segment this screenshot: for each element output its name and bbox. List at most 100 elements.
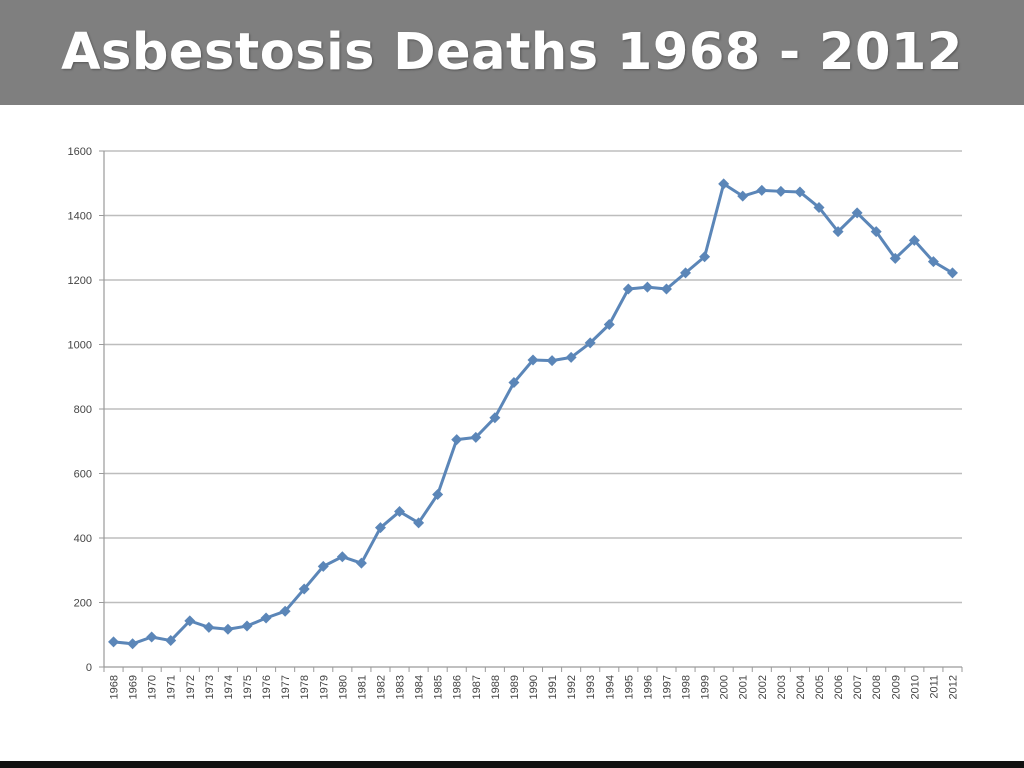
x-tick-label: 1993 [585, 675, 597, 699]
x-tick-label: 2007 [852, 675, 864, 699]
chart-svg: 0 200 400 600 800 1000 1200 1400 1600 1968 1969 197… [68, 146, 963, 699]
x-tick-label: 2003 [776, 675, 788, 699]
x-tick-label: 1992 [566, 675, 578, 699]
x-tick-label: 1991 [547, 675, 559, 699]
x-tick-label: 2005 [814, 675, 826, 699]
x-tick-label: 1999 [700, 675, 712, 699]
bottom-rule [0, 761, 1024, 768]
x-tick-label: 1968 [109, 675, 121, 699]
data-point-1976 [260, 612, 272, 624]
slide-title: Asbestosis Deaths 1968 - 2012 [61, 23, 963, 82]
x-tick-label: 1994 [604, 675, 616, 699]
x-tick-label: 1996 [642, 675, 654, 699]
y-tick-label: 400 [74, 533, 92, 545]
x-tick-label: 1998 [681, 675, 693, 699]
data-point-2003 [775, 185, 787, 197]
x-tick-label: 1995 [623, 675, 635, 699]
x-tick-label: 2002 [757, 675, 769, 699]
x-tick-label: 1972 [185, 675, 197, 699]
chart-canvas: 0 200 400 600 800 1000 1200 1400 1600 1968 1969 197… [0, 105, 1024, 761]
data-point-1986 [451, 434, 463, 446]
data-point-2007 [851, 207, 863, 219]
x-tick-label: 1978 [299, 675, 311, 699]
x-tick-label: 1974 [223, 675, 235, 699]
data-point-2009 [889, 252, 901, 264]
data-point-2011 [927, 256, 939, 268]
y-tick-label: 1600 [68, 146, 92, 158]
data-point-2006 [832, 226, 844, 238]
y-tick-label: 1000 [68, 340, 92, 352]
x-tick-label: 1988 [490, 675, 502, 699]
data-point-1984 [413, 517, 425, 529]
x-tick-label: 1979 [318, 675, 330, 699]
data-point-1969 [127, 638, 139, 650]
x-tick-label: 1970 [147, 675, 159, 699]
y-tick-label: 0 [86, 662, 92, 674]
x-tick-label: 1977 [280, 675, 292, 699]
x-tick-label: 2000 [719, 675, 731, 699]
data-point-1998 [680, 267, 692, 279]
data-point-1978 [298, 583, 310, 595]
x-tick-label: 1990 [528, 675, 540, 699]
data-point-2005 [813, 201, 825, 213]
y-tick-label: 1400 [68, 211, 92, 223]
data-point-2002 [756, 184, 768, 196]
x-tick-label: 1985 [433, 675, 445, 699]
data-point-2001 [737, 190, 749, 202]
x-tick-label: 1976 [261, 675, 273, 699]
x-tick-label: 1973 [204, 675, 216, 699]
x-tick-label: 1986 [452, 675, 464, 699]
x-tick-label: 1989 [509, 675, 521, 699]
data-point-1985 [432, 488, 444, 500]
x-tick-label: 2011 [928, 675, 940, 699]
data-point-1996 [641, 281, 653, 293]
data-point-1999 [699, 251, 711, 263]
data-point-1994 [603, 319, 615, 331]
series-line [113, 182, 954, 646]
data-point-1992 [565, 351, 577, 363]
x-tick-label: 2012 [947, 675, 959, 699]
data-point-1993 [584, 337, 596, 349]
data-point-2004 [794, 186, 806, 198]
x-tick-label: 2001 [738, 675, 750, 699]
data-point-1982 [374, 522, 386, 534]
data-point-1989 [508, 377, 520, 389]
data-point-1972 [184, 615, 196, 627]
x-tick-label: 1980 [337, 675, 349, 699]
data-point-1990 [527, 354, 539, 366]
x-tick-label: 2010 [909, 675, 921, 699]
x-tick-label: 2008 [871, 675, 883, 699]
y-tick-label: 1200 [68, 275, 92, 287]
x-tick-label: 2009 [890, 675, 902, 699]
data-point-1975 [241, 620, 253, 632]
data-point-1980 [336, 551, 348, 563]
x-tick-label: 1975 [242, 675, 254, 699]
data-point-1981 [355, 557, 367, 569]
data-point-1968 [108, 636, 120, 648]
title-bar: Asbestosis Deaths 1968 - 2012 [0, 0, 1024, 105]
data-point-2008 [870, 226, 882, 238]
x-tick-label: 1969 [128, 675, 140, 699]
x-tick-label: 2004 [795, 675, 807, 699]
y-tick-label: 600 [74, 469, 92, 481]
y-tick-label: 200 [74, 598, 92, 610]
data-point-1991 [546, 355, 558, 367]
x-tick-label: 1971 [166, 675, 178, 699]
data-point-2000 [718, 178, 730, 190]
data-point-1997 [660, 283, 672, 295]
data-point-1995 [622, 283, 634, 295]
x-tick-label: 1984 [414, 675, 426, 699]
data-point-1987 [470, 431, 482, 443]
data-point-2012 [946, 267, 958, 279]
x-tick-label: 1981 [356, 675, 368, 699]
data-point-1983 [394, 506, 406, 518]
x-tick-label: 1987 [471, 675, 483, 699]
x-tick-label: 1997 [661, 675, 673, 699]
data-point-1977 [279, 605, 291, 617]
data-point-1979 [317, 560, 329, 572]
data-point-1973 [203, 621, 215, 633]
x-tick-label: 2006 [833, 675, 845, 699]
data-point-2010 [908, 234, 920, 246]
data-point-1974 [222, 623, 234, 635]
